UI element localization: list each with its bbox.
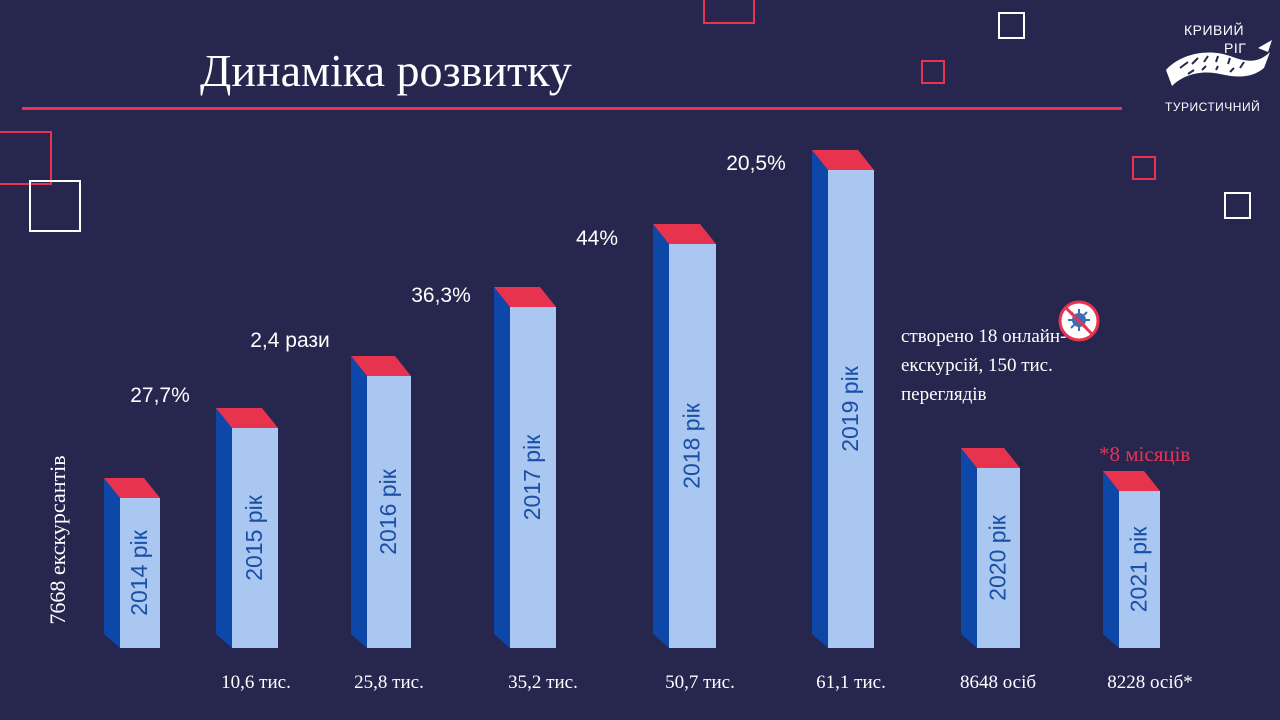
bar-category-label-1: 2015 рік [241, 494, 267, 580]
growth-label-1: 27,7% [130, 384, 190, 407]
logo-text-line2: РІГ [1224, 40, 1247, 56]
bar-top-2 [351, 356, 411, 376]
bar-side-0 [104, 478, 120, 648]
logo-text-line1: КРИВИЙ [1184, 22, 1245, 38]
value-label-5: 61,1 тис. [816, 672, 886, 693]
bar-side-5 [812, 150, 828, 648]
bar-side-3 [494, 287, 510, 648]
bar-6 [977, 468, 1020, 648]
bar-top-4 [653, 224, 716, 244]
bar-7 [1119, 491, 1160, 648]
bar-side-4 [653, 224, 669, 648]
bar-category-label-0: 2014 рік [126, 529, 152, 615]
bar-category-label-2: 2016 рік [375, 468, 401, 554]
bar-2 [367, 376, 411, 648]
bar-side-1 [216, 408, 232, 648]
title-underline [22, 107, 1122, 110]
value-label-6: 8648 осіб [960, 672, 1036, 693]
slide-title: Динаміка розвитку [200, 45, 572, 96]
value-label-2: 25,8 тис. [354, 672, 424, 693]
bar-category-label-6: 2020 рік [985, 514, 1011, 600]
bar-category-label-7: 2021 рік [1126, 526, 1152, 612]
growth-label-3: 36,3% [411, 284, 471, 307]
deco-square-red-small [921, 60, 945, 84]
value-label-3: 35,2 тис. [508, 672, 578, 693]
kryvyi-rih-logo: КРИВИЙ РІГ ТУРИСТИЧНИЙ [1158, 18, 1274, 118]
bar-side-7 [1103, 471, 1119, 648]
bar-0 [120, 498, 160, 648]
bar-side-2 [351, 356, 367, 648]
value-label-4: 50,7 тис. [665, 672, 735, 693]
bar-3 [510, 307, 556, 648]
bar-top-1 [216, 408, 278, 428]
bar-top-6 [961, 448, 1020, 468]
growth-label-5: 20,5% [726, 152, 786, 175]
bar-category-label-5: 2019 рік [837, 365, 863, 451]
bar-top-0 [104, 478, 160, 498]
deco-square-red-top [703, 0, 755, 24]
deco-square-white-right [1224, 192, 1251, 219]
value-label-7: 8228 осіб* [1107, 672, 1193, 693]
value-label-1: 10,6 тис. [221, 672, 291, 693]
bar-top-3 [494, 287, 556, 307]
bar-top-5 [812, 150, 874, 170]
growth-label-2: 2,4 рази [250, 329, 330, 352]
logo-subtitle: ТУРИСТИЧНИЙ [1165, 100, 1261, 114]
growth-label-4: 44% [576, 227, 618, 250]
bar-4 [669, 244, 716, 648]
bar-5 [828, 170, 874, 648]
deco-square-white-left [29, 180, 81, 232]
coronavirus-crossed-icon [1058, 300, 1100, 342]
bar-1 [232, 428, 278, 648]
bar-top-7 [1103, 471, 1160, 491]
deco-square-white-top [998, 12, 1025, 39]
deco-square-red-left [0, 131, 52, 185]
online-excursions-note: створено 18 онлайн-екскурсій, 150 тис. п… [901, 326, 1067, 405]
bar-category-label-3: 2017 рік [519, 434, 545, 520]
bar-side-6 [961, 448, 977, 648]
deco-square-red-right [1132, 156, 1156, 180]
eight-months-note: *8 місяців [1099, 442, 1191, 466]
bar-category-label-4: 2018 рік [679, 402, 705, 488]
logo-mosaic-icon [1166, 40, 1272, 86]
